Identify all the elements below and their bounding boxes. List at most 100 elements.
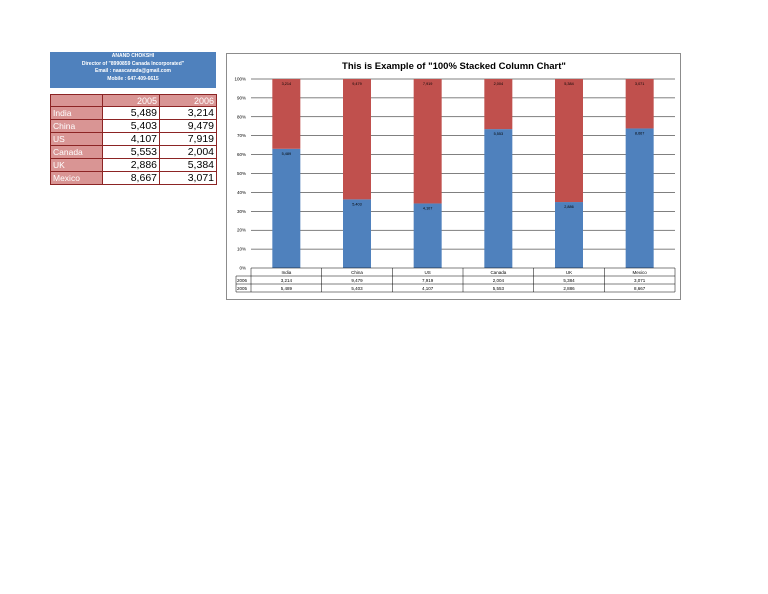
table-cell-2005[interactable]: 5,489 [102, 106, 160, 120]
bar-segment-2005-us [413, 203, 442, 268]
table-cell-2006[interactable]: 3,214 [159, 106, 217, 120]
data-label: 7,919 [423, 82, 433, 86]
data-label: 8,667 [635, 131, 645, 135]
data-label-bg [491, 131, 505, 137]
data-table-series-name: 2005 [237, 286, 248, 291]
table-cell-2005[interactable]: 4,107 [102, 132, 160, 146]
data-label-bg [491, 81, 505, 86]
x-tick-label: Mexico [633, 270, 648, 275]
data-label: 5,553 [494, 132, 504, 136]
table-cell-2006[interactable]: 3,071 [159, 171, 217, 185]
table-cell-2005[interactable]: 8,667 [102, 171, 160, 185]
data-label-bg [562, 204, 576, 210]
table-header-2005[interactable]: 2005 [102, 94, 160, 107]
table-cell-country[interactable]: UK [50, 158, 103, 172]
y-tick-label: 80% [237, 114, 246, 119]
x-tick-label: China [351, 270, 363, 275]
data-label: 9,479 [352, 82, 362, 86]
data-table-value: 9,479 [351, 278, 363, 283]
table-row: China 5,403 9,479 [50, 119, 217, 133]
bar-segment-2006-uk [555, 79, 583, 203]
bar-segment-2005-canada [484, 129, 513, 268]
y-tick-label: 30% [237, 209, 246, 214]
data-table-value: 3,071 [634, 278, 646, 283]
data-table-value: 2,886 [563, 286, 575, 291]
x-tick-label: Canada [490, 270, 506, 275]
data-label: 2,886 [564, 205, 574, 209]
bar-segment-2005-china [343, 199, 371, 268]
data-label-bg [350, 201, 364, 207]
table-cell-country[interactable]: India [50, 106, 103, 120]
header-company: Director of "8990859 Canada Incorporated… [81, 60, 185, 67]
y-tick-label: 20% [237, 228, 246, 233]
table-row: Canada 5,553 2,004 [50, 145, 217, 159]
bar-segment-2005-uk [555, 202, 583, 268]
table-cell-country[interactable]: US [50, 132, 103, 146]
data-label: 5,384 [564, 82, 574, 86]
bar-segment-2006-mexico [625, 79, 654, 129]
data-table-value: 5,489 [281, 286, 293, 291]
data-label: 3,071 [635, 82, 645, 86]
table-row: US 4,107 7,919 [50, 132, 217, 146]
data-table-value: 7,919 [422, 278, 434, 283]
table-cell-2006[interactable]: 7,919 [159, 132, 217, 146]
table-header-row: 2005 2006 [50, 94, 217, 107]
table-corner-cell[interactable] [50, 94, 103, 107]
data-label-bg [633, 130, 647, 136]
y-tick-label: 0% [239, 266, 246, 271]
data-label: 5,489 [282, 152, 292, 156]
x-tick-label: US [425, 270, 431, 275]
table-cell-country[interactable]: Mexico [50, 171, 103, 185]
table-row: India 5,489 3,214 [50, 106, 217, 120]
data-label-bg [562, 81, 576, 86]
bar-segment-2006-india [272, 79, 301, 149]
x-tick-label: UK [566, 270, 572, 275]
data-table-value: 4,107 [422, 286, 434, 291]
data-label-bg [279, 150, 293, 156]
chart-canvas: This is Example of "100% Stacked Column … [234, 61, 676, 293]
data-label: 5,403 [352, 202, 362, 206]
data-label-bg [350, 81, 364, 86]
header-email: Email : naascanada@gmail.com [94, 68, 171, 74]
data-label-bg [633, 81, 647, 86]
x-tick-label: India [281, 270, 291, 275]
data-label-bg [279, 81, 293, 86]
bar-segment-2005-mexico [625, 128, 654, 268]
bar-segment-2006-china [343, 79, 371, 200]
data-table-value: 5,384 [563, 278, 575, 283]
header-name: ANAND CHOKSHI [111, 53, 155, 59]
chart-title: This is Example of "100% Stacked Column … [342, 61, 566, 72]
table-cell-2006[interactable]: 2,004 [159, 145, 217, 159]
table-row: Mexico 8,667 3,071 [50, 171, 217, 185]
y-tick-label: 40% [237, 190, 246, 195]
table-cell-2005[interactable]: 2,886 [102, 158, 160, 172]
data-table-value: 5,403 [351, 286, 363, 291]
table-cell-2005[interactable]: 5,553 [102, 145, 160, 159]
stacked-column-chart[interactable]: This is Example of "100% Stacked Column … [226, 53, 681, 300]
data-label: 3,214 [282, 82, 292, 86]
data-label-bg [421, 205, 435, 211]
data-label-bg [421, 81, 435, 86]
table-cell-country[interactable]: China [50, 119, 103, 133]
table-header-2006[interactable]: 2006 [159, 94, 217, 107]
data-label: 2,004 [494, 82, 504, 86]
y-tick-label: 90% [237, 95, 246, 100]
y-tick-label: 50% [237, 171, 246, 176]
table-row: UK 2,886 5,384 [50, 158, 217, 172]
data-table-value: 3,214 [281, 278, 293, 283]
table-cell-2006[interactable]: 5,384 [159, 158, 217, 172]
table-cell-2006[interactable]: 9,479 [159, 119, 217, 133]
y-tick-label: 70% [237, 133, 246, 138]
data-label: 4,107 [423, 206, 433, 210]
table-cell-country[interactable]: Canada [50, 145, 103, 159]
data-table-value: 5,553 [493, 286, 505, 291]
data-table: 2005 2006 India 5,489 3,214 China 5,403 … [50, 94, 217, 185]
bar-segment-2006-canada [484, 79, 513, 130]
header-mobile: Mobile : 647-409-6615 [107, 75, 159, 82]
bar-segment-2005-india [272, 148, 301, 268]
bar-segment-2006-us [413, 79, 442, 204]
y-tick-label: 60% [237, 152, 246, 157]
y-tick-label: 10% [237, 247, 246, 252]
table-cell-2005[interactable]: 5,403 [102, 119, 160, 133]
data-table-value: 8,667 [634, 286, 646, 291]
